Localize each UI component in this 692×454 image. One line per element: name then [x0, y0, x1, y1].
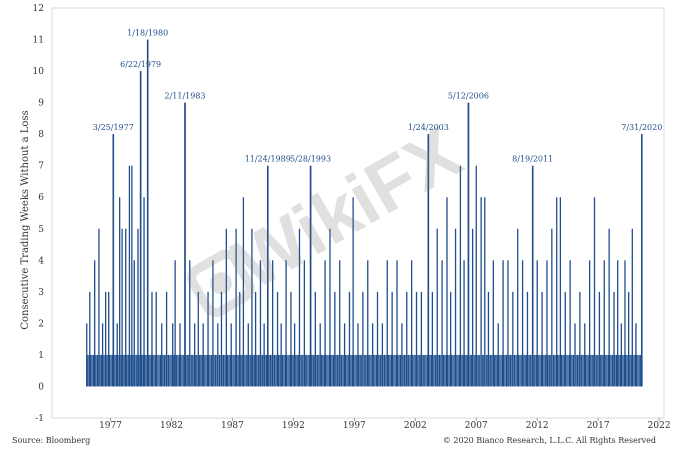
y-tick-label: -1 [35, 414, 44, 424]
annotation-label: 1/18/1980 [127, 29, 168, 38]
x-tick-label: 2022 [648, 421, 671, 431]
annotation-label: 8/19/2011 [512, 155, 553, 164]
bars [86, 39, 643, 387]
annotations: 3/25/1977 6/22/1979 1/18/1980 2/11/1983 11/2… [93, 29, 663, 164]
plot-frame [51, 7, 665, 419]
x-tick-label: 2017 [587, 421, 610, 431]
x-tick-label: 1992 [282, 421, 305, 431]
y-tick-label: 3 [38, 288, 44, 298]
x-tick-label: 2002 [404, 421, 427, 431]
y-tick-label: 4 [38, 256, 44, 266]
annotation-label: 2/11/1983 [164, 92, 205, 101]
y-tick-label: 11 [33, 36, 44, 46]
annotation-label: 1/24/2003 [408, 123, 449, 132]
y-tick-label: 12 [33, 4, 44, 14]
y-tick-label: 8 [38, 130, 44, 140]
annotation-label: 5/28/1993 [290, 155, 331, 164]
source-note: Source: Bloomberg [12, 436, 91, 445]
annotation-label: 6/22/1979 [120, 60, 161, 69]
y-tick-label: 10 [33, 67, 45, 77]
x-tick-label: 1977 [99, 421, 122, 431]
x-tick-label: 2012 [526, 421, 549, 431]
x-tick-label: 1987 [221, 421, 244, 431]
watermark-text: WikiFX [220, 110, 475, 305]
y-tick-label: 6 [38, 193, 44, 203]
annotation-label: 5/12/2006 [448, 92, 489, 101]
y-tick-label: 9 [38, 99, 44, 109]
y-tick-label: 2 [38, 319, 44, 329]
watermark: WikiFX [187, 110, 475, 317]
y-tick-label: 7 [38, 162, 44, 172]
y-tick-label: 5 [38, 225, 44, 235]
copyright-note: © 2020 Bianco Research, L.L.C. All Right… [442, 436, 656, 445]
annotation-label: 7/31/2020 [621, 123, 662, 132]
x-tick-label: 2007 [465, 421, 488, 431]
annotation-label: 3/25/1977 [93, 123, 134, 132]
x-tick-label: 1997 [343, 421, 366, 431]
grid [51, 7, 665, 419]
y-axis-label: Consecutive Trading Weeks Without a Loss [20, 110, 31, 329]
x-tick-label: 1982 [160, 421, 183, 431]
y-tick-label: 0 [38, 382, 44, 392]
y-tick-label: 1 [38, 351, 44, 361]
annotation-label: 11/24/1989 [245, 155, 291, 164]
